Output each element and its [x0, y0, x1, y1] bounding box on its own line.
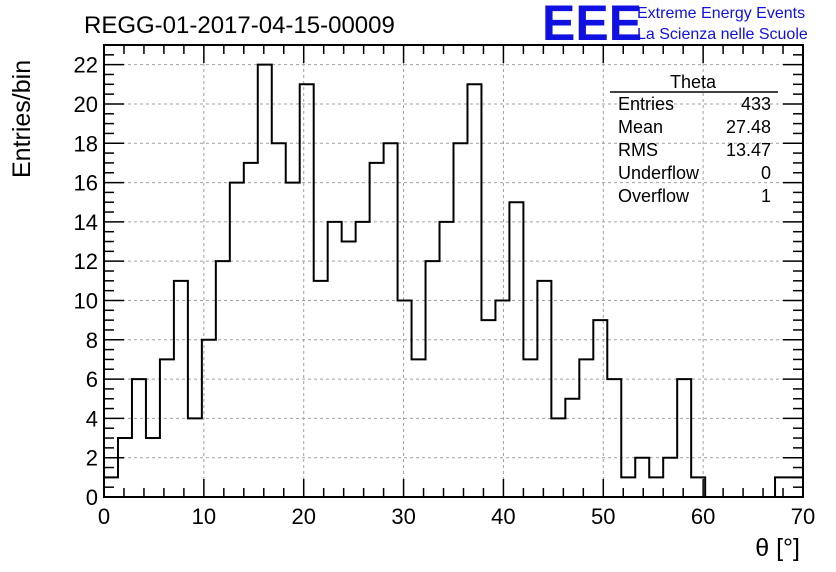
- x-tick-label: 60: [691, 504, 715, 529]
- eee-logo-mark: EEE: [542, 0, 642, 51]
- stats-value-rms: 13.47: [726, 140, 771, 160]
- x-axis-label: θ [°]: [755, 534, 800, 562]
- x-tick-labels: 0 10 20 30 40 50 60 70: [98, 504, 815, 529]
- axis-ticks: [103, 44, 804, 498]
- y-tick-label: 12: [74, 249, 98, 274]
- stats-box: Theta Entries 433 Mean 27.48 RMS 13.47 U…: [610, 72, 778, 206]
- plot-frame: [103, 44, 804, 498]
- y-tick-label: 2: [86, 446, 98, 471]
- x-tick-label: 40: [491, 504, 515, 529]
- stats-value-mean: 27.48: [726, 117, 771, 137]
- histogram-series-theta: [103, 63, 804, 497]
- y-axis-label: Entries/bin: [8, 60, 36, 178]
- chart-title: REGG-01-2017-04-15-00009: [84, 12, 395, 39]
- logo-line-1: Extreme Energy Events: [637, 5, 805, 22]
- eee-logo: EEE Extreme Energy Events La Scienza nel…: [542, 0, 808, 51]
- stats-value-entries: 433: [741, 94, 771, 114]
- stats-box-title: Theta: [670, 72, 717, 92]
- logo-line-2: La Scienza nelle Scuole: [637, 26, 808, 43]
- y-tick-label: 4: [86, 406, 98, 431]
- y-tick-labels: 0 2 4 6 8 10 12 14 16 18 20 22: [74, 53, 98, 510]
- y-tick-label: 0: [86, 485, 98, 510]
- stats-value-overflow: 1: [761, 186, 771, 206]
- x-tick-label: 10: [192, 504, 216, 529]
- stats-value-underflow: 0: [761, 163, 771, 183]
- stats-label-entries: Entries: [618, 94, 674, 114]
- stats-label-overflow: Overflow: [618, 186, 690, 206]
- y-tick-label: 6: [86, 367, 98, 392]
- x-tick-label: 30: [391, 504, 415, 529]
- y-tick-label: 18: [74, 131, 98, 156]
- y-tick-label: 8: [86, 328, 98, 353]
- y-tick-label: 20: [74, 92, 98, 117]
- y-tick-label: 14: [74, 210, 98, 235]
- y-tick-label: 10: [74, 288, 98, 313]
- x-tick-label: 70: [791, 504, 815, 529]
- stats-label-rms: RMS: [618, 140, 658, 160]
- grid-lines: [104, 45, 803, 497]
- y-tick-label: 22: [74, 53, 98, 78]
- stats-label-underflow: Underflow: [618, 163, 700, 183]
- x-tick-label: 0: [98, 504, 110, 529]
- stats-label-mean: Mean: [618, 117, 663, 137]
- y-tick-label: 16: [74, 171, 98, 196]
- x-tick-label: 20: [291, 504, 315, 529]
- x-tick-label: 50: [591, 504, 615, 529]
